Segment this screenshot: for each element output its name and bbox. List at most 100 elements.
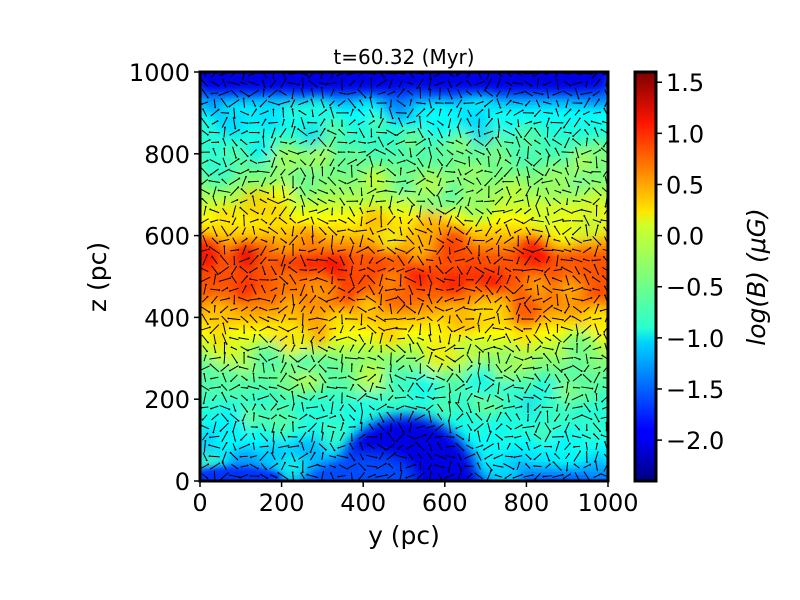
field-vector-head: [293, 344, 296, 347]
field-vector: [512, 297, 524, 302]
field-vector: [251, 404, 256, 411]
field-vector-head: [363, 268, 366, 271]
field-vector-head: [309, 451, 312, 454]
field-vector: [310, 99, 315, 107]
field-vector: [563, 315, 571, 323]
field-vector-head: [428, 88, 430, 91]
field-vector: [408, 206, 413, 217]
field-vector-head: [611, 415, 613, 417]
field-vector-head: [470, 364, 473, 367]
field-vector: [319, 158, 326, 166]
field-vector-head: [459, 173, 462, 176]
field-vector: [290, 126, 296, 139]
field-vector: [583, 402, 591, 412]
field-vector: [360, 255, 363, 265]
field-vector-head: [521, 222, 524, 224]
field-vector: [348, 228, 356, 233]
field-vector-head: [243, 332, 246, 334]
field-vector-head: [475, 413, 477, 415]
field-vector: [378, 285, 384, 294]
field-vector: [543, 111, 553, 114]
field-vector: [395, 374, 407, 381]
field-vector-head: [406, 182, 409, 184]
field-vector: [310, 335, 315, 342]
field-vector: [260, 99, 268, 107]
field-vector-head: [525, 431, 527, 434]
field-vector: [564, 305, 570, 313]
field-vector-head: [542, 475, 545, 478]
field-vector-head: [220, 97, 223, 100]
field-vector: [438, 216, 442, 226]
field-vector-head: [451, 369, 454, 372]
field-vector-head: [319, 154, 322, 157]
field-vector-head: [379, 164, 382, 167]
field-vector: [416, 166, 424, 177]
field-vector-head: [548, 117, 550, 120]
field-vector-head: [350, 165, 353, 167]
field-vector: [204, 72, 206, 78]
field-vector: [397, 444, 404, 450]
field-vector-head: [519, 380, 521, 383]
field-vector: [573, 275, 581, 284]
field-vector: [437, 472, 442, 480]
field-vector: [504, 218, 513, 224]
field-vector-head: [532, 367, 535, 370]
field-vector: [390, 352, 392, 365]
field-vector: [358, 275, 366, 285]
field-vector-head: [292, 342, 295, 345]
field-vector: [505, 424, 512, 430]
field-vector: [561, 151, 573, 153]
field-vector: [336, 454, 348, 459]
field-vector-head: [276, 462, 279, 465]
field-vector: [513, 356, 523, 361]
field-vector-head: [533, 447, 536, 450]
field-vector: [601, 129, 608, 135]
field-vector: [213, 305, 216, 313]
field-vector: [484, 383, 494, 392]
field-vector: [213, 334, 217, 344]
field-vector-head: [267, 192, 270, 194]
field-vector-head: [504, 267, 507, 270]
field-vector-head: [209, 332, 212, 334]
field-vector-head: [262, 135, 265, 138]
field-vector-head: [501, 398, 504, 401]
field-vector-head: [533, 409, 536, 412]
field-vector-head: [446, 225, 449, 228]
field-vector-head: [418, 115, 421, 118]
field-vector-head: [487, 196, 490, 198]
field-vector: [281, 264, 286, 276]
field-vector: [348, 452, 355, 461]
heatmap-band: [200, 255, 608, 260]
field-vector: [507, 393, 510, 402]
field-vector-head: [419, 461, 422, 464]
field-vector-head: [342, 419, 345, 422]
x-axis: 0 200 400 600 800 1000 y (pc): [192, 481, 639, 550]
field-vector-head: [415, 441, 418, 444]
field-vector-head: [436, 175, 439, 178]
field-vector-head: [238, 366, 241, 368]
field-vector: [524, 80, 532, 87]
field-vector-head: [580, 93, 583, 96]
field-vector: [365, 395, 378, 400]
field-vector: [348, 403, 356, 412]
field-vector: [300, 116, 306, 129]
field-vector-head: [546, 410, 549, 413]
field-vector: [456, 238, 463, 243]
field-vector: [566, 157, 569, 167]
field-vector: [379, 374, 383, 382]
field-vector: [504, 365, 513, 372]
field-vector: [474, 138, 484, 146]
field-vector: [270, 403, 277, 411]
field-vector: [514, 127, 522, 138]
field-vector-head: [500, 371, 503, 374]
field-vector: [398, 470, 403, 481]
field-vector: [376, 169, 386, 175]
field-vector-head: [546, 126, 549, 129]
field-vector: [241, 238, 247, 243]
plot-frame: [198, 70, 610, 483]
field-vector-head: [307, 430, 310, 433]
field-vector: [271, 207, 276, 215]
texture-blob: [459, 94, 481, 116]
field-vector-head: [533, 122, 536, 125]
texture-blob: [200, 426, 217, 443]
